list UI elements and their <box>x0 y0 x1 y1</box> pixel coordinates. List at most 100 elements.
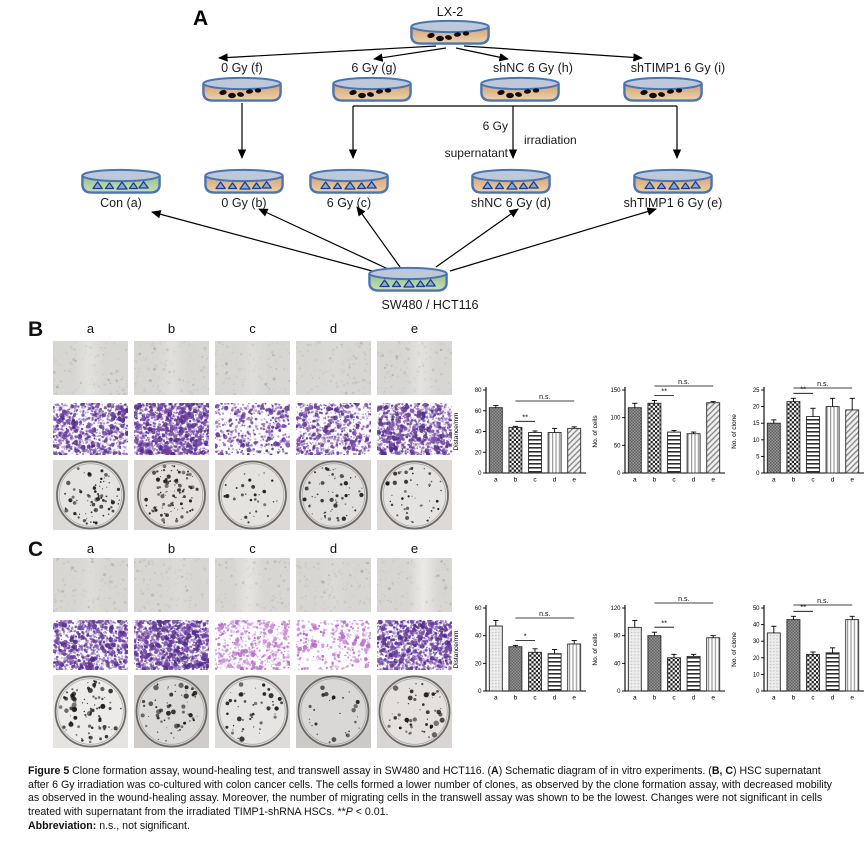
panel-a-label: A <box>193 7 208 30</box>
dish-shtimp1-e <box>634 170 711 193</box>
wound-healing-image-e <box>377 341 452 395</box>
wound-healing-image-e <box>377 558 452 612</box>
svg-text:c: c <box>672 695 676 702</box>
wound-healing-image-c <box>215 341 290 395</box>
svg-text:25: 25 <box>753 388 760 394</box>
bar-chart-c-no-of-cells: 0 40 80 120 No. of cells a b c d e ** n.s. <box>592 596 725 702</box>
svg-text:30: 30 <box>753 639 760 645</box>
bar-chart-c-no-of-clone: 0 10 20 30 40 50 No. of clone a b c d e ** n.s. <box>731 598 864 702</box>
clone-formation-image-c <box>215 460 290 530</box>
wound-healing-image-a <box>53 341 128 395</box>
svg-text:c: c <box>811 695 815 702</box>
svg-text:e: e <box>572 477 576 484</box>
svg-text:40: 40 <box>753 623 760 629</box>
svg-text:a: a <box>772 695 776 702</box>
column-label-d: d <box>329 321 338 336</box>
wound-healing-image-b <box>134 558 209 612</box>
svg-text:0: 0 <box>478 689 482 695</box>
dish-shnc-h <box>481 78 558 101</box>
flow-connectors-middle <box>237 103 682 159</box>
bar-chart-b-no-of-clone: 0 5 10 15 20 25 No. of clone a b c d e ** n.s. <box>731 381 864 484</box>
svg-text:No. of clone: No. of clone <box>731 632 738 667</box>
svg-text:d: d <box>553 477 557 484</box>
svg-text:d: d <box>831 477 835 484</box>
column-label-b: b <box>167 541 176 556</box>
dish-label-shnc-h: shNC 6 Gy (h) <box>493 61 573 75</box>
caption-text: Figure 5 Clone formation assay, wound-he… <box>28 765 832 819</box>
svg-text:*: * <box>524 632 527 641</box>
svg-text:n.s.: n.s. <box>539 394 550 401</box>
svg-text:50: 50 <box>753 606 760 612</box>
svg-text:5: 5 <box>756 454 760 460</box>
dish-6gy-g <box>333 78 410 101</box>
dish-shtimp1-i <box>624 78 701 101</box>
clone-formation-image-d <box>296 460 371 530</box>
svg-text:0: 0 <box>756 689 760 695</box>
svg-text:c: c <box>672 477 676 484</box>
panel-c-column-labels: a b c d e <box>53 541 452 556</box>
svg-text:c: c <box>811 477 815 484</box>
svg-text:a: a <box>633 695 637 702</box>
svg-text:n.s.: n.s. <box>678 379 689 386</box>
transwell-image-e <box>377 620 452 670</box>
panel-c: C a b c d e 0 20 40 60 Distance/mm a b c d e * n.s. 0 40 8… <box>0 535 867 763</box>
svg-text:0: 0 <box>478 471 482 477</box>
svg-text:e: e <box>711 695 715 702</box>
svg-text:**: ** <box>522 413 528 422</box>
panel-b-wound-healing-row <box>53 341 452 395</box>
svg-text:20: 20 <box>753 405 760 411</box>
svg-text:Distance/mm: Distance/mm <box>453 413 460 451</box>
flow-arrows-top <box>218 45 643 62</box>
svg-text:a: a <box>494 477 498 484</box>
svg-text:0: 0 <box>617 471 621 477</box>
svg-text:40: 40 <box>614 661 621 667</box>
clone-formation-image-d <box>296 675 371 748</box>
svg-text:50: 50 <box>614 443 621 449</box>
clone-formation-image-b <box>134 675 209 748</box>
svg-text:b: b <box>514 695 518 702</box>
panel-b-column-labels: a b c d e <box>53 321 452 336</box>
panel-c-transwell-row <box>53 620 452 670</box>
svg-text:No. of cells: No. of cells <box>592 415 599 448</box>
column-label-a: a <box>86 541 95 556</box>
transwell-image-c <box>215 403 290 455</box>
dish-0gy-f <box>203 78 280 101</box>
dish-label-0gy-f: 0 Gy (f) <box>221 61 263 75</box>
panel-c-wound-healing-row <box>53 558 452 612</box>
dish-sw480-hct116 <box>369 268 446 291</box>
svg-text:**: ** <box>661 618 667 627</box>
bar-chart-b-distance-mm: 0 20 40 60 80 Distance/mm a b c d e ** n.s. <box>453 387 586 484</box>
transwell-image-b <box>134 403 209 455</box>
transwell-image-a <box>53 403 128 455</box>
panel-c-clone-formation-row <box>53 675 452 748</box>
clone-formation-image-a <box>53 460 128 530</box>
panel-b-clone-formation-row <box>53 460 452 530</box>
dish-6gy-c <box>310 170 387 193</box>
svg-text:80: 80 <box>475 388 482 394</box>
svg-text:120: 120 <box>610 606 621 612</box>
transwell-image-e <box>377 403 452 455</box>
dish-label-0gy-b: 0 Gy (b) <box>221 196 266 210</box>
svg-text:n.s.: n.s. <box>817 598 828 605</box>
transwell-image-c <box>215 620 290 670</box>
dish-label-6gy-g: 6 Gy (g) <box>351 61 396 75</box>
svg-text:100: 100 <box>610 416 621 422</box>
svg-text:**: ** <box>800 603 806 612</box>
wound-healing-image-d <box>296 558 371 612</box>
transwell-image-b <box>134 620 209 670</box>
bar-chart-b-no-of-cells: 0 50 100 150 No. of cells a b c d e ** n.s. <box>592 379 725 484</box>
dish-0gy-b <box>205 170 282 193</box>
flow-arrows-bottom <box>151 206 657 273</box>
clone-formation-image-b <box>134 460 209 530</box>
column-label-e: e <box>410 321 419 336</box>
wound-healing-image-d <box>296 341 371 395</box>
dish-label-shtimp1-i: shTIMP1 6 Gy (i) <box>631 61 725 75</box>
flow-label-supernatant: supernatant <box>445 146 509 160</box>
svg-text:b: b <box>792 695 796 702</box>
svg-text:d: d <box>692 695 696 702</box>
caption-abbreviation: Abbreviation: n.s., not significant. <box>28 819 190 832</box>
clone-formation-image-e <box>377 675 452 748</box>
transwell-image-d <box>296 403 371 455</box>
svg-text:a: a <box>772 477 776 484</box>
